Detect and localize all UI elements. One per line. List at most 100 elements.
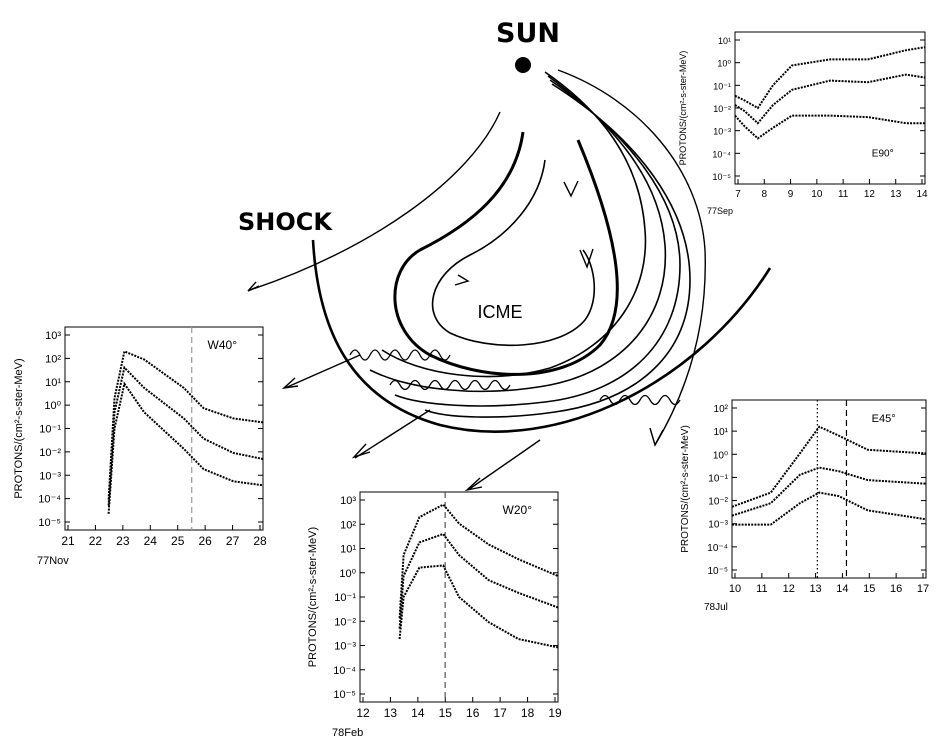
x-tick-label: 13 [809, 583, 821, 595]
y-tick-label: 10⁻⁴ [38, 494, 61, 506]
y-axis-label: PROTONS/(cm²-s-ster-MeV) [678, 51, 688, 166]
x-caption: 78Feb [332, 727, 363, 739]
x-tick-label: 10 [811, 189, 823, 200]
turbulent-segment-1 [349, 349, 451, 361]
y-tick-label: 10⁻⁵ [707, 566, 728, 577]
panel-annotation: E45° [872, 413, 896, 425]
y-tick-label: 10¹ [45, 377, 61, 389]
y-tick-label: 10⁻² [334, 616, 356, 628]
x-tick-label: 11 [838, 189, 849, 200]
flux-trace-2 [731, 466, 927, 517]
y-tick-label: 10⁻⁵ [38, 517, 61, 529]
x-tick-label: 13 [890, 189, 902, 200]
arrowhead-8 [454, 274, 470, 286]
y-tick-label: 10⁻³ [708, 520, 728, 531]
field-line-2 [369, 75, 667, 393]
x-tick-label: 28 [253, 534, 267, 548]
flux-trace-2 [734, 73, 926, 125]
field-line-4 [424, 83, 691, 418]
panel-right: 10² 10¹ 10⁰ 10⁻¹ 10⁻² 10⁻³ 10⁻⁴ 10⁻⁵10 11 12 13 14 1… [680, 399, 929, 613]
panel-left: 10³ 10² 10¹ 10⁰ 10⁻¹ 10⁻² 10⁻³ 10⁻⁴ 10⁻⁵21 22 23 24… [13, 326, 267, 567]
y-tick-label: 10² [340, 519, 356, 531]
sun-label: SUN [496, 18, 560, 49]
x-caption: 77Nov [37, 555, 69, 567]
flux-trace-1 [731, 425, 927, 508]
y-tick-label: 10¹ [714, 427, 729, 438]
x-tick-label: 24 [144, 534, 158, 548]
x-tick-label: 18 [521, 706, 535, 720]
y-tick-label: 10⁻⁴ [707, 543, 728, 554]
x-tick-label: 26 [198, 534, 212, 548]
flux-trace-3 [732, 491, 927, 526]
y-tick-label: 10¹ [340, 544, 356, 556]
panel-bottom-middle: 10³ 10² 10¹ 10⁰ 10⁻¹ 10⁻² 10⁻³ 10⁻⁴ 10⁻⁵12 13 14 15… [307, 491, 562, 739]
panel-annotation: E90° [872, 149, 894, 160]
panel-top-right: 10¹ 10⁰ 10⁻¹ 10⁻² 10⁻³ 10⁻⁴ 10⁻⁵7 8 9 10 11 12 13 14 7… [678, 31, 928, 216]
x-caption: 78Jul [704, 602, 728, 613]
x-tick-label: 14 [836, 583, 848, 595]
arrowhead-1 [247, 281, 260, 292]
x-tick-label: 13 [384, 706, 398, 720]
shock-label: SHOCK [238, 208, 333, 236]
icme-label: ICME [478, 302, 523, 322]
arrowhead-3 [351, 443, 371, 459]
y-tick-label: 10⁻⁴ [712, 149, 731, 159]
x-tick-label: 7 [735, 189, 741, 200]
x-tick-label: 16 [466, 706, 480, 720]
y-tick-label: 10⁻³ [334, 641, 356, 653]
y-tick-label: 10⁻³ [713, 127, 731, 137]
outer-line-right [557, 69, 706, 446]
field-line-3 [394, 79, 681, 407]
flux-trace-2 [398, 532, 559, 629]
y-axis-label: PROTONS/(cm²-s-ster-MeV) [307, 527, 319, 667]
arrowhead-5 [649, 427, 664, 447]
y-tick-label: 10⁰ [717, 59, 731, 69]
flux-trace-1 [107, 350, 264, 500]
y-tick-label: 10³ [340, 495, 356, 507]
x-tick-label: 19 [548, 706, 562, 720]
y-tick-label: 10⁻² [713, 104, 731, 114]
y-tick-label: 10⁻¹ [708, 473, 728, 484]
flux-trace-3 [107, 381, 264, 514]
y-tick-label: 10¹ [718, 36, 731, 46]
x-tick-label: 12 [783, 583, 795, 595]
panel-frame [64, 326, 264, 531]
flux-trace-1 [734, 46, 926, 110]
arrowhead-2 [281, 377, 299, 390]
y-tick-label: 10⁻¹ [39, 424, 61, 436]
x-tick-label: 8 [762, 189, 768, 200]
shock-front [311, 239, 772, 433]
y-tick-label: 10⁰ [713, 450, 728, 461]
y-axis-label: PROTONS/(cm²-s-ster-MeV) [680, 425, 691, 553]
arrowhead-4 [464, 477, 483, 492]
x-tick-label: 12 [356, 706, 370, 720]
x-tick-label: 9 [788, 189, 794, 200]
x-tick-label: 14 [411, 706, 425, 720]
x-tick-label: 15 [863, 583, 875, 595]
y-tick-label: 10² [714, 404, 729, 415]
panels: 10¹ 10⁰ 10⁻¹ 10⁻² 10⁻³ 10⁻⁴ 10⁻⁵ 7 8 9 10 11 12 13 14 7… [13, 31, 929, 739]
sun-disk [515, 57, 531, 73]
arrow-to-left-panel [284, 354, 361, 389]
panel-annotation: W20° [503, 503, 533, 517]
panel-frame [731, 399, 927, 579]
central-diagram: SUN SHOCK ICME [238, 18, 772, 492]
x-tick-label: 17 [493, 706, 507, 720]
outer-line-left [249, 111, 501, 291]
flux-trace-3 [734, 114, 925, 140]
x-tick-label: 22 [89, 534, 103, 548]
y-tick-label: 10⁻⁵ [333, 689, 356, 701]
x-tick-label: 15 [439, 706, 453, 720]
x-tick-label: 23 [116, 534, 130, 548]
flux-trace-2 [107, 365, 264, 506]
y-tick-label: 10⁻³ [39, 470, 61, 482]
x-tick-label: 10 [729, 583, 741, 595]
x-tick-label: 25 [171, 534, 185, 548]
y-tick-label: 10² [45, 353, 61, 365]
y-tick-label: 10⁰ [339, 568, 356, 580]
arrow-to-bottom-panel [467, 439, 541, 491]
y-tick-label: 10⁻¹ [713, 81, 731, 91]
x-tick-label: 11 [756, 583, 767, 595]
x-tick-label: 17 [917, 583, 929, 595]
